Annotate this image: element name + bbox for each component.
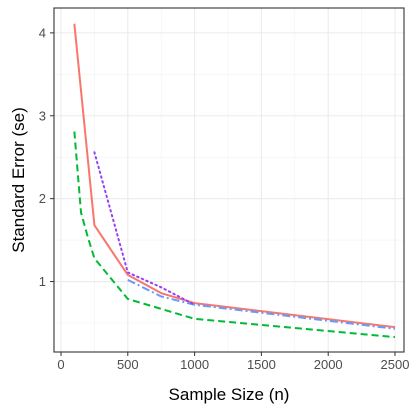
x-tick-label: 1000 — [180, 357, 209, 372]
series-lines — [73, 23, 396, 339]
y-tick-label: 1 — [39, 274, 46, 289]
x-tick-label: 2500 — [381, 357, 410, 372]
y-axis-title: Standard Error (se) — [9, 107, 28, 253]
series-line-1 — [73, 23, 396, 329]
x-tick-label: 0 — [57, 357, 64, 372]
plot-panel-border — [53, 7, 405, 353]
y-tick-label: 4 — [39, 25, 46, 40]
x-tick-label: 2000 — [314, 357, 343, 372]
series-line-4 — [93, 151, 196, 306]
grid-lines — [54, 8, 404, 352]
plot-panel-background — [54, 8, 404, 352]
axes: 0 500 1000 1500 2000 2500 1 2 3 4 — [39, 25, 410, 372]
y-tick-label: 3 — [39, 108, 46, 123]
x-axis-title: Sample Size (n) — [169, 385, 290, 404]
series-line-3 — [127, 278, 396, 330]
x-tick-label: 1500 — [247, 357, 276, 372]
y-tick-label: 2 — [39, 191, 46, 206]
x-tick-label: 500 — [117, 357, 139, 372]
series-line-2 — [73, 131, 396, 339]
